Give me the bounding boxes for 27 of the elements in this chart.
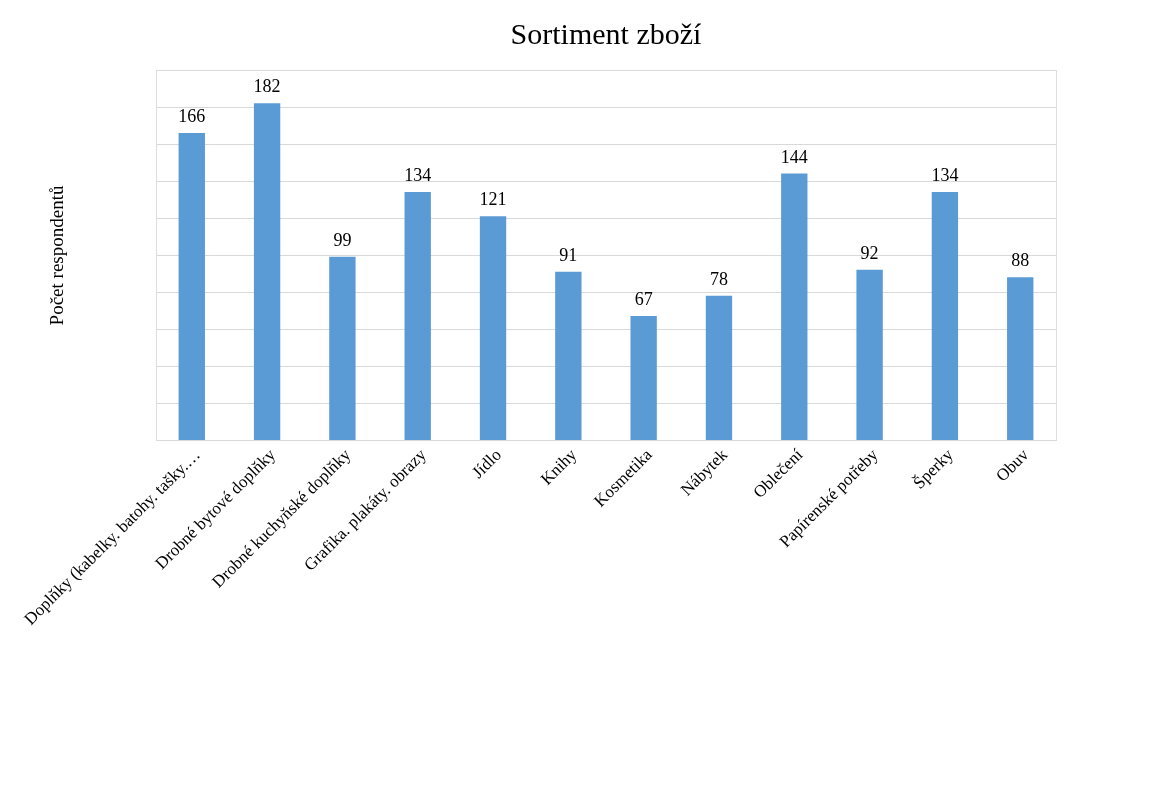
x-tick-label: Jídlo: [468, 445, 506, 482]
bar: [253, 103, 281, 440]
data-label: 134: [931, 165, 959, 186]
data-label: 166: [178, 105, 206, 126]
bar: [931, 192, 959, 440]
bar: [178, 132, 205, 440]
bar: [479, 216, 507, 440]
bar: [404, 192, 431, 440]
data-label: 67: [634, 289, 653, 310]
y-axis-title: Počet respondentů: [45, 185, 67, 326]
bar: [630, 316, 657, 440]
data-label: 99: [333, 229, 352, 250]
data-label: 182: [253, 76, 281, 97]
bar: [705, 295, 733, 440]
data-label: 121: [479, 189, 507, 210]
data-label: 91: [559, 244, 578, 265]
bar: [1007, 277, 1034, 440]
bar: [329, 256, 356, 440]
bar: [781, 173, 808, 440]
data-label: 134: [404, 165, 432, 186]
bar: [555, 271, 582, 440]
data-label: 92: [860, 242, 879, 263]
data-label: 144: [780, 146, 808, 167]
chart-title: Sortiment zboží: [510, 17, 703, 50]
data-label: 78: [709, 268, 728, 289]
bar: [856, 269, 883, 440]
data-label: 88: [1011, 250, 1030, 271]
